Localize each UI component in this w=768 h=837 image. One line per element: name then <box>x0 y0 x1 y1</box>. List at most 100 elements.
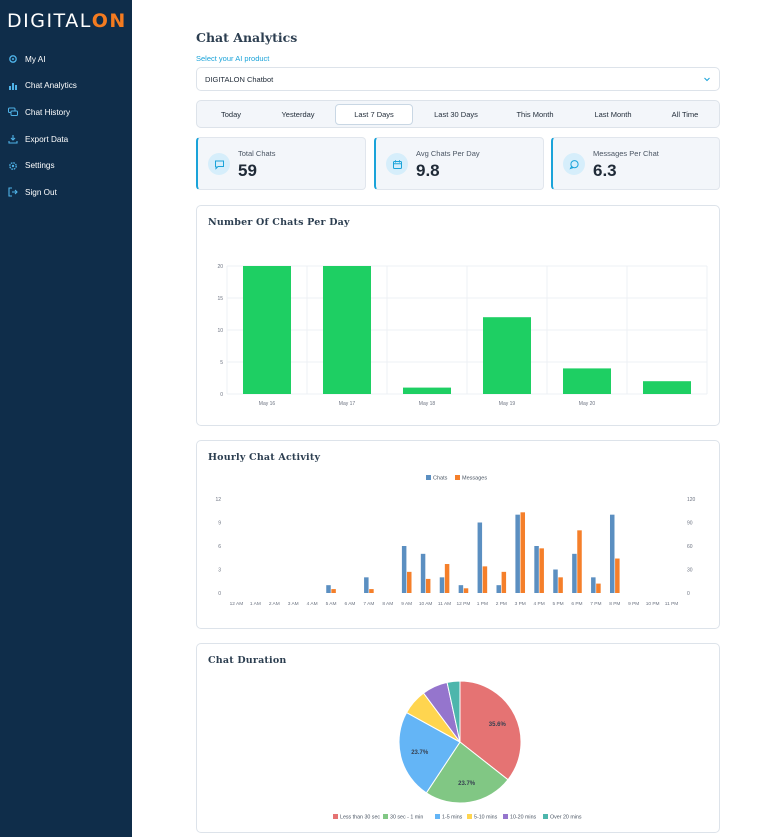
chat-bubbles-icon <box>8 107 18 117</box>
legend-swatch <box>503 814 508 819</box>
stat-value: 9.8 <box>416 161 440 180</box>
bar-chats <box>401 546 407 593</box>
tab-yesterday[interactable]: Yesterday <box>281 110 315 119</box>
select-label: Select your AI product <box>196 54 270 63</box>
y-tick-label: 10 <box>217 328 223 334</box>
stat-label: Messages Per Chat <box>593 149 659 158</box>
x-tick-label: May 17 <box>339 401 356 407</box>
tab-last-month[interactable]: Last Month <box>594 110 632 119</box>
tab-this-month[interactable]: This Month <box>516 110 554 119</box>
legend-swatch <box>383 814 388 819</box>
logo-accent-text: ON <box>91 10 127 32</box>
stat-value: 6.3 <box>593 161 617 180</box>
x-tick-label: 10 PM <box>646 601 660 607</box>
y-tick-label-right: 60 <box>687 544 693 550</box>
x-tick-label: 4 PM <box>534 601 545 607</box>
x-tick-label: 8 PM <box>609 601 620 607</box>
bar-messages <box>407 571 412 593</box>
sidebar-item-label: Export Data <box>25 134 69 144</box>
sidebar-item-export-data[interactable]: Export Data <box>0 126 132 153</box>
x-tick-label: 9 PM <box>628 601 639 607</box>
sidebar-item-my-ai[interactable]: My AI <box>0 46 132 73</box>
x-tick-label: 7 AM <box>363 601 374 607</box>
stat-value: 59 <box>238 161 257 180</box>
gear-icon <box>8 161 18 171</box>
x-tick-label: 5 PM <box>552 601 563 607</box>
y-tick-label: 20 <box>217 264 223 270</box>
sidebar-item-label: Sign Out <box>25 187 57 197</box>
sidebar-item-settings[interactable]: Settings <box>0 152 132 179</box>
legend-label: 1-5 mins <box>442 815 463 821</box>
bar-chats <box>553 569 558 593</box>
x-tick-label: 2 PM <box>496 601 507 607</box>
product-select-value: DIGITALON Chatbot <box>205 74 274 84</box>
slice-label: 23.7% <box>411 750 429 756</box>
y-tick-label: 0 <box>220 392 223 398</box>
y-tick-label-right: 30 <box>687 568 693 574</box>
bar-messages <box>369 589 374 593</box>
legend-label: Messages <box>462 476 487 482</box>
legend-swatch <box>543 814 548 819</box>
chats-per-day-chart: 0 5 10 15 20 May 16 May 17 May 18 May 19 May 20 <box>217 264 708 407</box>
x-tick-label: May 16 <box>259 401 276 407</box>
tab-last-30-days[interactable]: Last 30 Days <box>434 110 478 119</box>
stat-messages-per-chat: Messages Per Chat 6.3 <box>551 137 720 190</box>
chat-duration-card: Chat Duration 35.6% 23.7% 23.7% Less than 3… <box>196 643 720 833</box>
x-tick-label: 9 AM <box>401 601 412 607</box>
sidebar-item-sign-out[interactable]: Sign Out <box>0 179 132 206</box>
slice-label: 35.6% <box>489 722 507 728</box>
x-tick-label: May 20 <box>579 401 596 407</box>
bar-chats <box>496 585 501 593</box>
legend-label: Over 20 mins <box>550 815 582 821</box>
legend-label: 10-20 mins <box>510 815 537 821</box>
bar-messages <box>539 548 544 593</box>
legend-swatch <box>426 475 431 480</box>
bar-chats <box>609 514 615 593</box>
x-tick-label: 12 AM <box>230 601 244 607</box>
legend-label: Less than 30 sec <box>340 815 380 821</box>
sidebar: DIGITALON My AI Chat Analytics Chat Hist… <box>0 0 132 837</box>
message-icon <box>563 153 585 175</box>
sidebar-item-chat-analytics[interactable]: Chat Analytics <box>0 73 132 100</box>
x-tick-label: 4 AM <box>307 601 318 607</box>
logo-text: DIGITAL <box>7 10 92 32</box>
product-select[interactable]: DIGITALON Chatbot <box>196 67 720 91</box>
stat-label: Total Chats <box>238 149 276 158</box>
legend-swatch <box>333 814 338 819</box>
y-tick-label-right: 90 <box>687 521 693 527</box>
bar-chats <box>439 577 445 593</box>
bar-messages <box>596 583 601 593</box>
bar-chats <box>477 522 483 593</box>
x-tick-label: 5 AM <box>326 601 337 607</box>
y-tick-label-left: 0 <box>218 591 221 597</box>
bar <box>483 317 531 394</box>
slice-label: 23.7% <box>458 781 476 787</box>
tab-all-time[interactable]: All Time <box>671 110 699 119</box>
pie-slice <box>459 680 522 781</box>
y-tick-label-left: 3 <box>218 568 221 574</box>
x-tick-label: 11 PM <box>665 601 679 607</box>
bar-chats <box>458 585 464 593</box>
y-tick-label-right: 0 <box>687 591 690 597</box>
x-tick-label: 11 AM <box>438 601 451 607</box>
tab-last-7-days[interactable]: Last 7 Days <box>335 104 413 125</box>
bar <box>403 387 451 394</box>
chats-per-day-card: Number Of Chats Per Day 0 5 10 15 20 May 16 Ma… <box>196 205 720 426</box>
x-tick-label: 7 PM <box>590 601 601 607</box>
bar-chats <box>326 585 331 593</box>
chat-icon <box>208 153 230 175</box>
sidebar-item-label: Chat History <box>25 107 71 117</box>
logo[interactable]: DIGITALON <box>7 10 127 32</box>
sidebar-item-chat-history[interactable]: Chat History <box>0 99 132 126</box>
bar-messages <box>558 577 563 593</box>
x-tick-label: 10 AM <box>419 601 433 607</box>
legend-label: 30 sec - 1 min <box>390 815 423 821</box>
tab-today[interactable]: Today <box>220 110 241 119</box>
chart-title: Chat Duration <box>208 655 287 666</box>
chevron-down-icon <box>704 77 710 82</box>
y-tick-label-right: 120 <box>687 497 696 503</box>
bar-messages <box>520 512 526 593</box>
y-tick-label: 15 <box>217 296 223 302</box>
sidebar-item-label: Chat Analytics <box>25 81 77 91</box>
bar <box>323 266 371 394</box>
